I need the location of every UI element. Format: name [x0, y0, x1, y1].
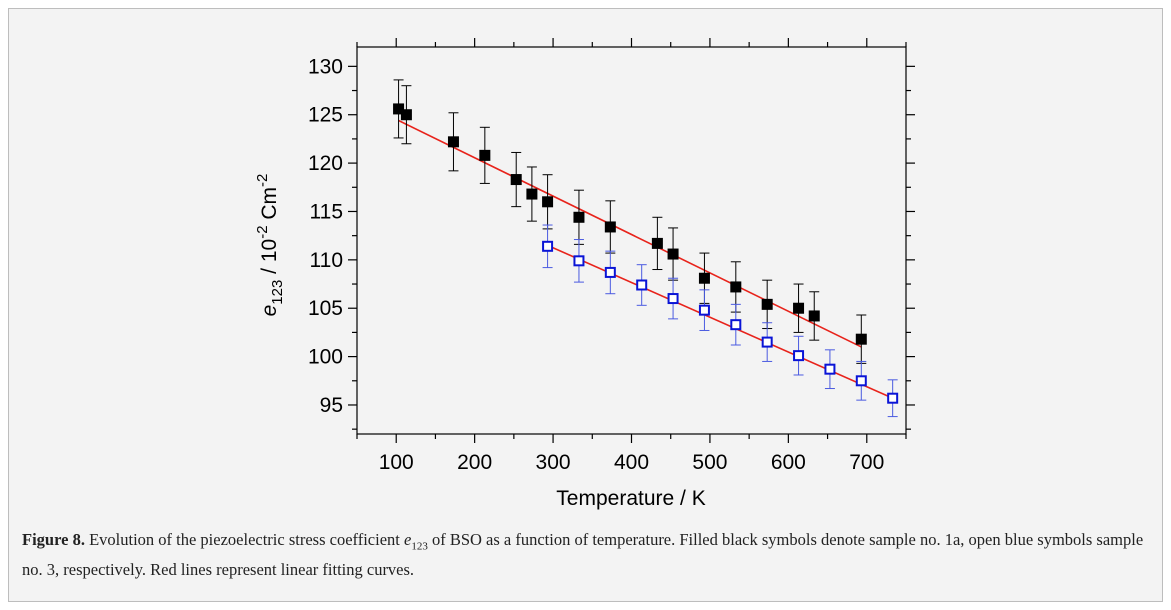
y-axis-label-sub: 123: [269, 280, 286, 305]
data-point-filled-square: [479, 149, 491, 161]
y-axis-label-sup2: -2: [254, 174, 271, 187]
plot-frame: [356, 46, 907, 435]
x-tick-label: 200: [457, 451, 492, 474]
data-point-filled-square: [855, 333, 867, 345]
data-point-open-square: [887, 392, 899, 404]
y-axis-label-unit: Cm: [258, 187, 281, 226]
data-point-filled-square: [393, 103, 405, 115]
figure-panel: [8, 8, 1163, 602]
data-point-filled-square: [808, 310, 820, 322]
data-point-open-square: [761, 336, 773, 348]
x-tick-label: 400: [614, 451, 649, 474]
y-tick-label: 105: [308, 297, 343, 320]
x-axis-label: Temperature / K: [556, 487, 705, 510]
data-point-open-square: [855, 375, 867, 387]
x-tick-label: 600: [771, 451, 806, 474]
caption-text-2: of BSO as a function of temperature. Fil…: [22, 530, 1144, 580]
data-point-filled-square: [510, 174, 522, 186]
data-point-open-square: [667, 293, 679, 305]
data-point-filled-square: [604, 221, 616, 233]
data-point-open-square: [698, 304, 710, 316]
fit-line-series-2: [547, 244, 893, 399]
data-point-open-square: [573, 255, 585, 267]
x-tick-label: 500: [692, 451, 727, 474]
data-point-filled-square: [573, 211, 585, 223]
data-point-open-square: [793, 350, 805, 362]
caption-symbol: e: [404, 530, 412, 549]
data-point-filled-square: [761, 298, 773, 310]
y-tick-label: 130: [308, 55, 343, 78]
data-point-open-square: [730, 319, 742, 331]
data-point-filled-square: [698, 272, 710, 284]
caption-label: Figure 8.: [22, 530, 85, 549]
data-point-filled-square: [526, 188, 538, 200]
data-point-open-square: [824, 363, 836, 375]
caption-symbol-sub: 123: [411, 540, 428, 553]
x-tick-label: 700: [849, 451, 884, 474]
figure-caption: Figure 8. Evolution of the piezoelectric…: [22, 528, 1147, 582]
y-tick-label: 110: [310, 249, 343, 272]
data-point-filled-square: [542, 196, 554, 208]
plot-area: [393, 79, 899, 418]
y-tick-label: 95: [320, 394, 343, 417]
data-point-filled-square: [651, 237, 663, 249]
axes: 100 200 300 400 500 600 700 95 100 105 110 115 120 12…: [308, 38, 915, 474]
y-tick-label: 100: [308, 346, 343, 369]
data-point-open-square: [636, 279, 648, 291]
caption-text-1: Evolution of the piezoelectric stress co…: [84, 530, 404, 549]
y-axis-label-mid: / 10: [258, 239, 281, 280]
data-point-filled-square: [730, 281, 742, 293]
y-tick-label: 115: [310, 200, 343, 223]
x-tick-label: 100: [379, 451, 414, 474]
x-tick-label: 300: [536, 451, 571, 474]
data-point-filled-square: [667, 248, 679, 260]
fit-line-series-1: [398, 119, 862, 348]
data-point-filled-square: [400, 109, 412, 121]
data-point-open-square: [604, 266, 616, 278]
y-tick-label: 125: [308, 104, 343, 127]
data-point-filled-square: [447, 136, 459, 148]
data-point-open-square: [542, 240, 554, 252]
data-point-filled-square: [793, 302, 805, 314]
y-axis-label-symbol: e: [258, 305, 281, 317]
y-tick-label: 120: [308, 152, 343, 175]
y-axis-label-sup1: -2: [254, 225, 271, 238]
y-axis-label: e123 / 10-2 Cm-2: [254, 174, 286, 317]
